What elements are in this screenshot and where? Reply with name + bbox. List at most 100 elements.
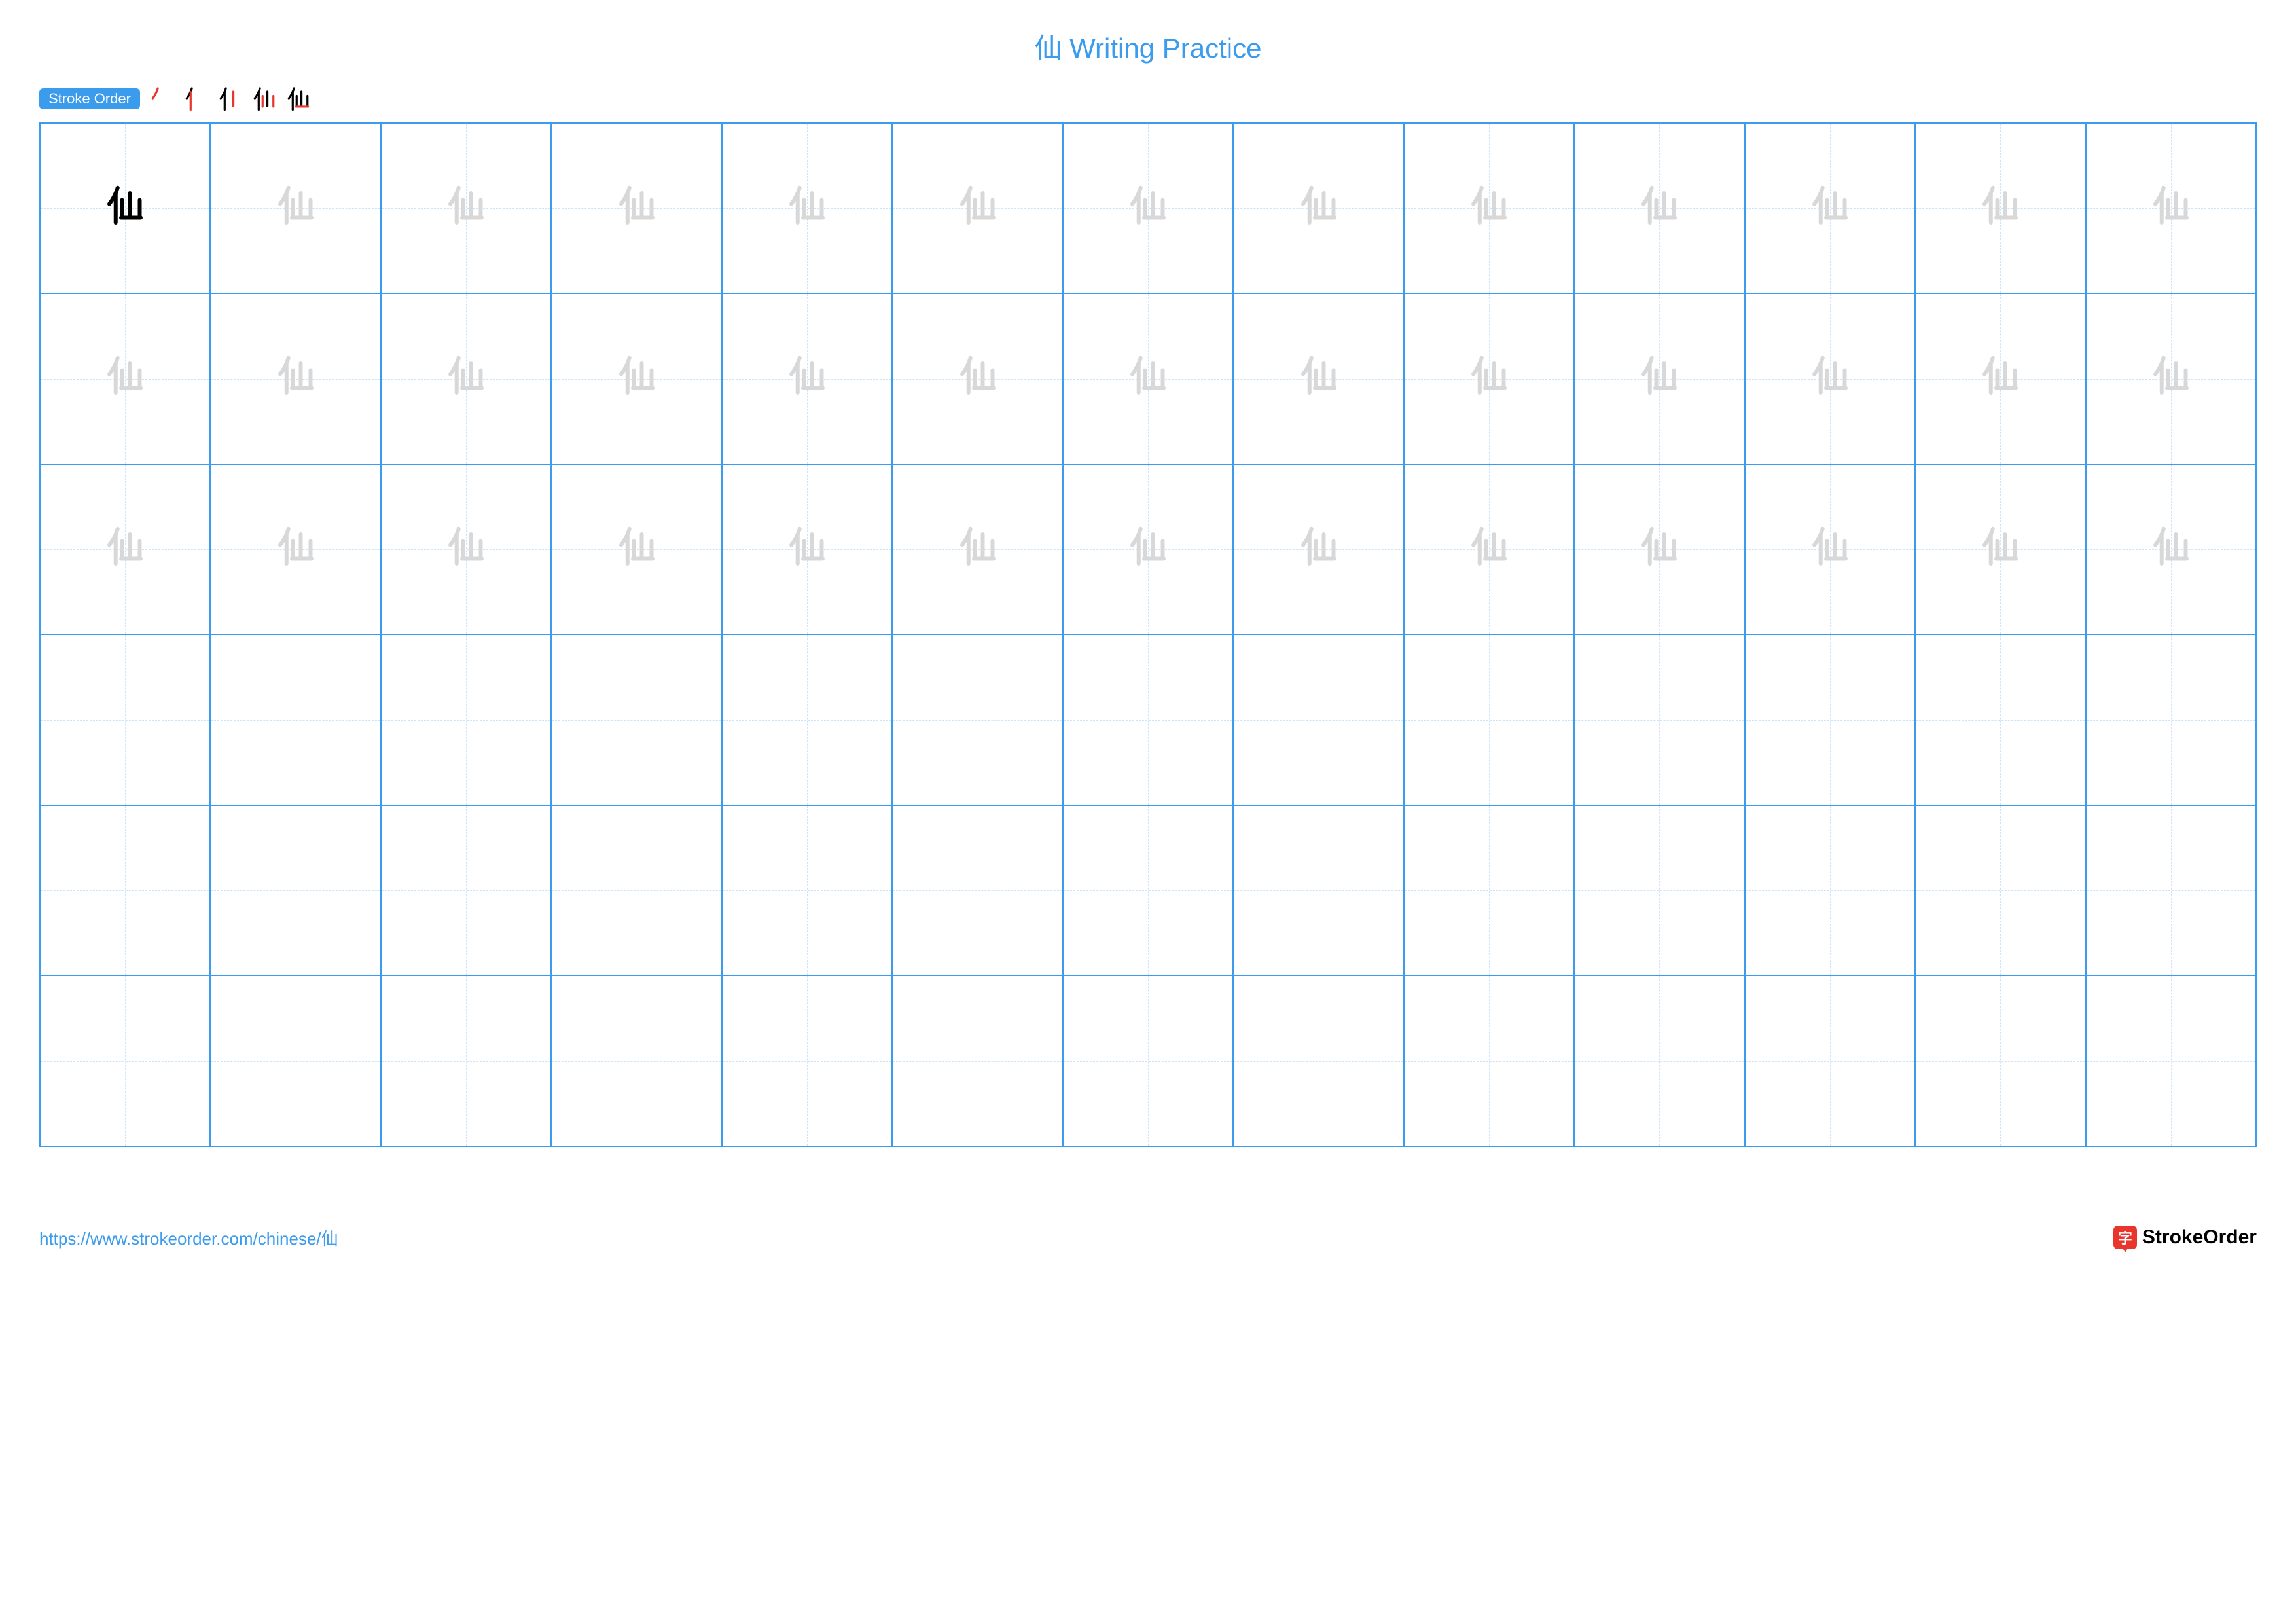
practice-cell	[210, 293, 380, 464]
practice-cell	[381, 293, 551, 464]
practice-cell	[210, 634, 380, 805]
trace-character	[954, 352, 1001, 406]
stroke-order-badge: Stroke Order	[39, 88, 140, 109]
practice-cell	[1063, 293, 1233, 464]
practice-cell	[40, 464, 210, 634]
trace-character	[442, 522, 490, 577]
practice-cell	[892, 293, 1062, 464]
trace-character	[1636, 181, 1683, 236]
practice-cell	[40, 805, 210, 976]
practice-cell	[210, 464, 380, 634]
practice-cell	[381, 123, 551, 293]
trace-character	[954, 522, 1001, 577]
practice-cell	[1063, 976, 1233, 1146]
page-title: 仙 Writing Practice	[39, 26, 2257, 66]
practice-cell	[1745, 293, 1915, 464]
practice-cell	[1233, 464, 1403, 634]
practice-cell	[892, 123, 1062, 293]
practice-cell	[892, 976, 1062, 1146]
trace-character	[783, 181, 831, 236]
practice-cell	[2086, 123, 2256, 293]
trace-character	[1806, 352, 1854, 406]
trace-character	[783, 352, 831, 406]
practice-cell	[2086, 805, 2256, 976]
practice-cell	[1915, 634, 2085, 805]
trace-character	[954, 181, 1001, 236]
practice-cell	[1574, 123, 1744, 293]
practice-cell	[1063, 634, 1233, 805]
practice-cell	[551, 464, 721, 634]
practice-cell	[1063, 123, 1233, 293]
practice-cell	[1574, 805, 1744, 976]
practice-cell	[551, 293, 721, 464]
trace-character	[1636, 522, 1683, 577]
footer: https://www.strokeorder.com/chinese/仙 字 …	[39, 1226, 2257, 1250]
practice-cell	[1574, 976, 1744, 1146]
practice-cell	[722, 293, 892, 464]
practice-cell	[1404, 976, 1574, 1146]
practice-cell	[551, 805, 721, 976]
logo-text: StrokeOrder	[2142, 1226, 2257, 1249]
practice-cell	[1574, 293, 1744, 464]
practice-cell	[2086, 293, 2256, 464]
practice-cell	[1915, 293, 2085, 464]
practice-cell	[1745, 976, 1915, 1146]
trace-character	[1465, 352, 1513, 406]
trace-character	[272, 522, 319, 577]
grid-row	[40, 976, 2256, 1146]
practice-cell	[1233, 123, 1403, 293]
trace-character	[1977, 522, 2024, 577]
practice-cell	[551, 123, 721, 293]
practice-cell	[1574, 634, 1744, 805]
practice-cell	[1404, 805, 1574, 976]
trace-character	[1977, 352, 2024, 406]
logo-glyph-icon: 字	[2113, 1226, 2137, 1249]
stroke-step-3	[216, 84, 245, 113]
practice-cell	[2086, 976, 2256, 1146]
practice-cell	[1063, 805, 1233, 976]
practice-cell	[722, 634, 892, 805]
practice-cell	[892, 464, 1062, 634]
trace-character	[1124, 352, 1172, 406]
practice-cell	[1233, 976, 1403, 1146]
practice-cell	[40, 634, 210, 805]
trace-character	[1295, 181, 1342, 236]
stroke-order-steps	[148, 84, 313, 113]
practice-cell	[1233, 805, 1403, 976]
trace-character	[1806, 181, 1854, 236]
practice-cell	[551, 976, 721, 1146]
stroke-step-5	[284, 84, 313, 113]
practice-cell	[722, 805, 892, 976]
practice-cell	[2086, 634, 2256, 805]
practice-cell	[551, 634, 721, 805]
trace-character	[442, 352, 490, 406]
trace-character	[1124, 522, 1172, 577]
practice-cell	[722, 464, 892, 634]
practice-cell	[1574, 464, 1744, 634]
source-url-link[interactable]: https://www.strokeorder.com/chinese/仙	[39, 1226, 338, 1250]
practice-cell	[210, 805, 380, 976]
practice-cell	[1915, 123, 2085, 293]
trace-character	[1977, 181, 2024, 236]
trace-character	[2147, 181, 2195, 236]
practice-cell	[1404, 634, 1574, 805]
practice-cell	[1233, 634, 1403, 805]
model-character	[101, 181, 149, 236]
practice-cell	[40, 123, 210, 293]
practice-cell	[40, 976, 210, 1146]
practice-cell	[381, 805, 551, 976]
grid-row	[40, 805, 2256, 976]
trace-character	[272, 352, 319, 406]
practice-cell	[1745, 123, 1915, 293]
practice-cell	[2086, 464, 2256, 634]
practice-cell	[1404, 293, 1574, 464]
practice-cell	[722, 123, 892, 293]
trace-character	[613, 522, 660, 577]
trace-character	[2147, 522, 2195, 577]
practice-cell	[1745, 634, 1915, 805]
stroke-order-row: Stroke Order	[39, 84, 2257, 113]
practice-cell	[892, 805, 1062, 976]
practice-cell	[1745, 464, 1915, 634]
practice-grid	[39, 122, 2257, 1147]
trace-character	[101, 352, 149, 406]
